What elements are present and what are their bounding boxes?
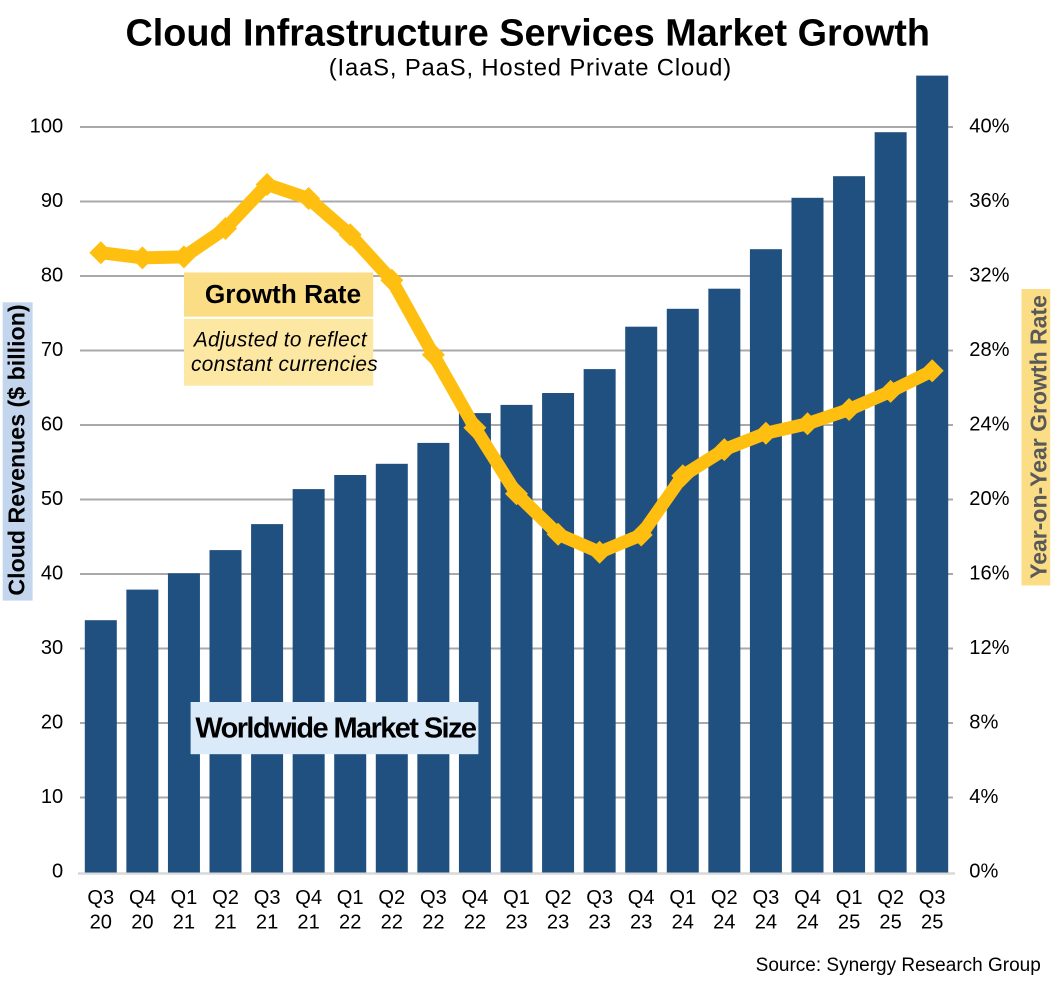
svg-text:Q1: Q1	[669, 887, 696, 909]
svg-text:50: 50	[41, 488, 63, 510]
svg-text:0%: 0%	[969, 860, 998, 882]
svg-text:(IaaS, PaaS, Hosted Private Cl: (IaaS, PaaS, Hosted Private Cloud)	[329, 55, 732, 82]
svg-text:Q4: Q4	[628, 887, 655, 909]
svg-text:Q1: Q1	[337, 887, 364, 909]
svg-text:25: 25	[879, 911, 901, 933]
svg-text:Q2: Q2	[877, 887, 904, 909]
svg-text:24: 24	[796, 911, 818, 933]
svg-text:36%: 36%	[969, 190, 1009, 212]
svg-text:28%: 28%	[969, 339, 1009, 361]
svg-text:22: 22	[381, 911, 403, 933]
svg-text:80: 80	[41, 264, 63, 286]
svg-text:Q2: Q2	[212, 887, 239, 909]
svg-text:21: 21	[214, 911, 236, 933]
svg-text:20: 20	[90, 911, 112, 933]
svg-text:23: 23	[505, 911, 527, 933]
svg-text:20: 20	[131, 911, 153, 933]
svg-text:20: 20	[41, 711, 63, 733]
svg-text:Q1: Q1	[170, 887, 197, 909]
svg-text:30: 30	[41, 637, 63, 659]
svg-text:Q4: Q4	[794, 887, 821, 909]
svg-text:21: 21	[297, 911, 319, 933]
svg-text:Growth Rate: Growth Rate	[205, 279, 361, 309]
svg-text:Q1: Q1	[836, 887, 863, 909]
svg-text:32%: 32%	[969, 264, 1009, 286]
svg-text:Q3: Q3	[87, 887, 114, 909]
svg-text:60: 60	[41, 413, 63, 435]
svg-text:24: 24	[713, 911, 735, 933]
svg-text:Q3: Q3	[752, 887, 779, 909]
svg-text:21: 21	[256, 911, 278, 933]
svg-text:Q3: Q3	[586, 887, 613, 909]
svg-text:Worldwide Market Size: Worldwide Market Size	[195, 713, 477, 745]
svg-text:Q4: Q4	[295, 887, 322, 909]
svg-text:24: 24	[755, 911, 777, 933]
svg-text:40%: 40%	[969, 115, 1009, 137]
svg-text:Q2: Q2	[545, 887, 572, 909]
svg-text:25: 25	[838, 911, 860, 933]
svg-text:22: 22	[464, 911, 486, 933]
svg-text:constant currencies: constant currencies	[191, 353, 378, 376]
svg-text:Q4: Q4	[461, 887, 488, 909]
svg-text:40: 40	[41, 562, 63, 584]
svg-text:22: 22	[422, 911, 444, 933]
svg-text:Q3: Q3	[254, 887, 281, 909]
svg-text:24%: 24%	[969, 413, 1009, 435]
svg-text:Source: Synergy Research Group: Source: Synergy Research Group	[756, 955, 1041, 976]
svg-text:16%: 16%	[969, 562, 1009, 584]
svg-text:Adjusted to reflect: Adjusted to reflect	[192, 329, 368, 352]
svg-text:23: 23	[588, 911, 610, 933]
svg-text:Q2: Q2	[378, 887, 405, 909]
svg-text:22: 22	[339, 911, 361, 933]
svg-text:70: 70	[41, 339, 63, 361]
svg-text:23: 23	[630, 911, 652, 933]
svg-text:Cloud Revenues ($ billion): Cloud Revenues ($ billion)	[4, 304, 30, 595]
svg-text:90: 90	[41, 190, 63, 212]
svg-text:23: 23	[547, 911, 569, 933]
svg-text:25: 25	[921, 911, 943, 933]
svg-text:Q3: Q3	[420, 887, 447, 909]
svg-text:4%: 4%	[969, 786, 998, 808]
svg-text:Q4: Q4	[129, 887, 156, 909]
svg-text:12%: 12%	[969, 637, 1009, 659]
svg-text:Q1: Q1	[503, 887, 530, 909]
svg-text:10: 10	[41, 786, 63, 808]
svg-text:Year-on-Year Growth Rate: Year-on-Year Growth Rate	[1025, 295, 1051, 579]
svg-text:24: 24	[672, 911, 694, 933]
svg-text:0: 0	[52, 860, 63, 882]
svg-text:Q3: Q3	[919, 887, 946, 909]
svg-text:100: 100	[30, 115, 64, 137]
svg-text:21: 21	[173, 911, 195, 933]
svg-text:20%: 20%	[969, 488, 1009, 510]
svg-text:Q2: Q2	[711, 887, 738, 909]
svg-text:8%: 8%	[969, 711, 998, 733]
svg-text:Cloud Infrastructure Services: Cloud Infrastructure Services Market Gro…	[125, 13, 929, 55]
